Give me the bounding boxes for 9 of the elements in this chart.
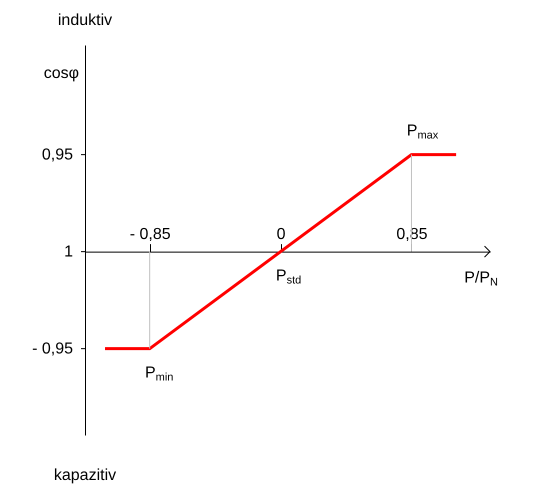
y-axis-title: cosφ: [44, 65, 79, 82]
text: 1: [64, 244, 74, 261]
text: 0,95: [42, 146, 74, 164]
x-tick-label: 0,85: [396, 226, 428, 244]
text: kapazitiv: [54, 467, 116, 484]
text: induktiv: [58, 12, 112, 29]
text: - 0,95: [32, 340, 74, 358]
x-tick-label: 0: [276, 226, 286, 244]
x-tick-label: - 0,85: [130, 226, 171, 244]
